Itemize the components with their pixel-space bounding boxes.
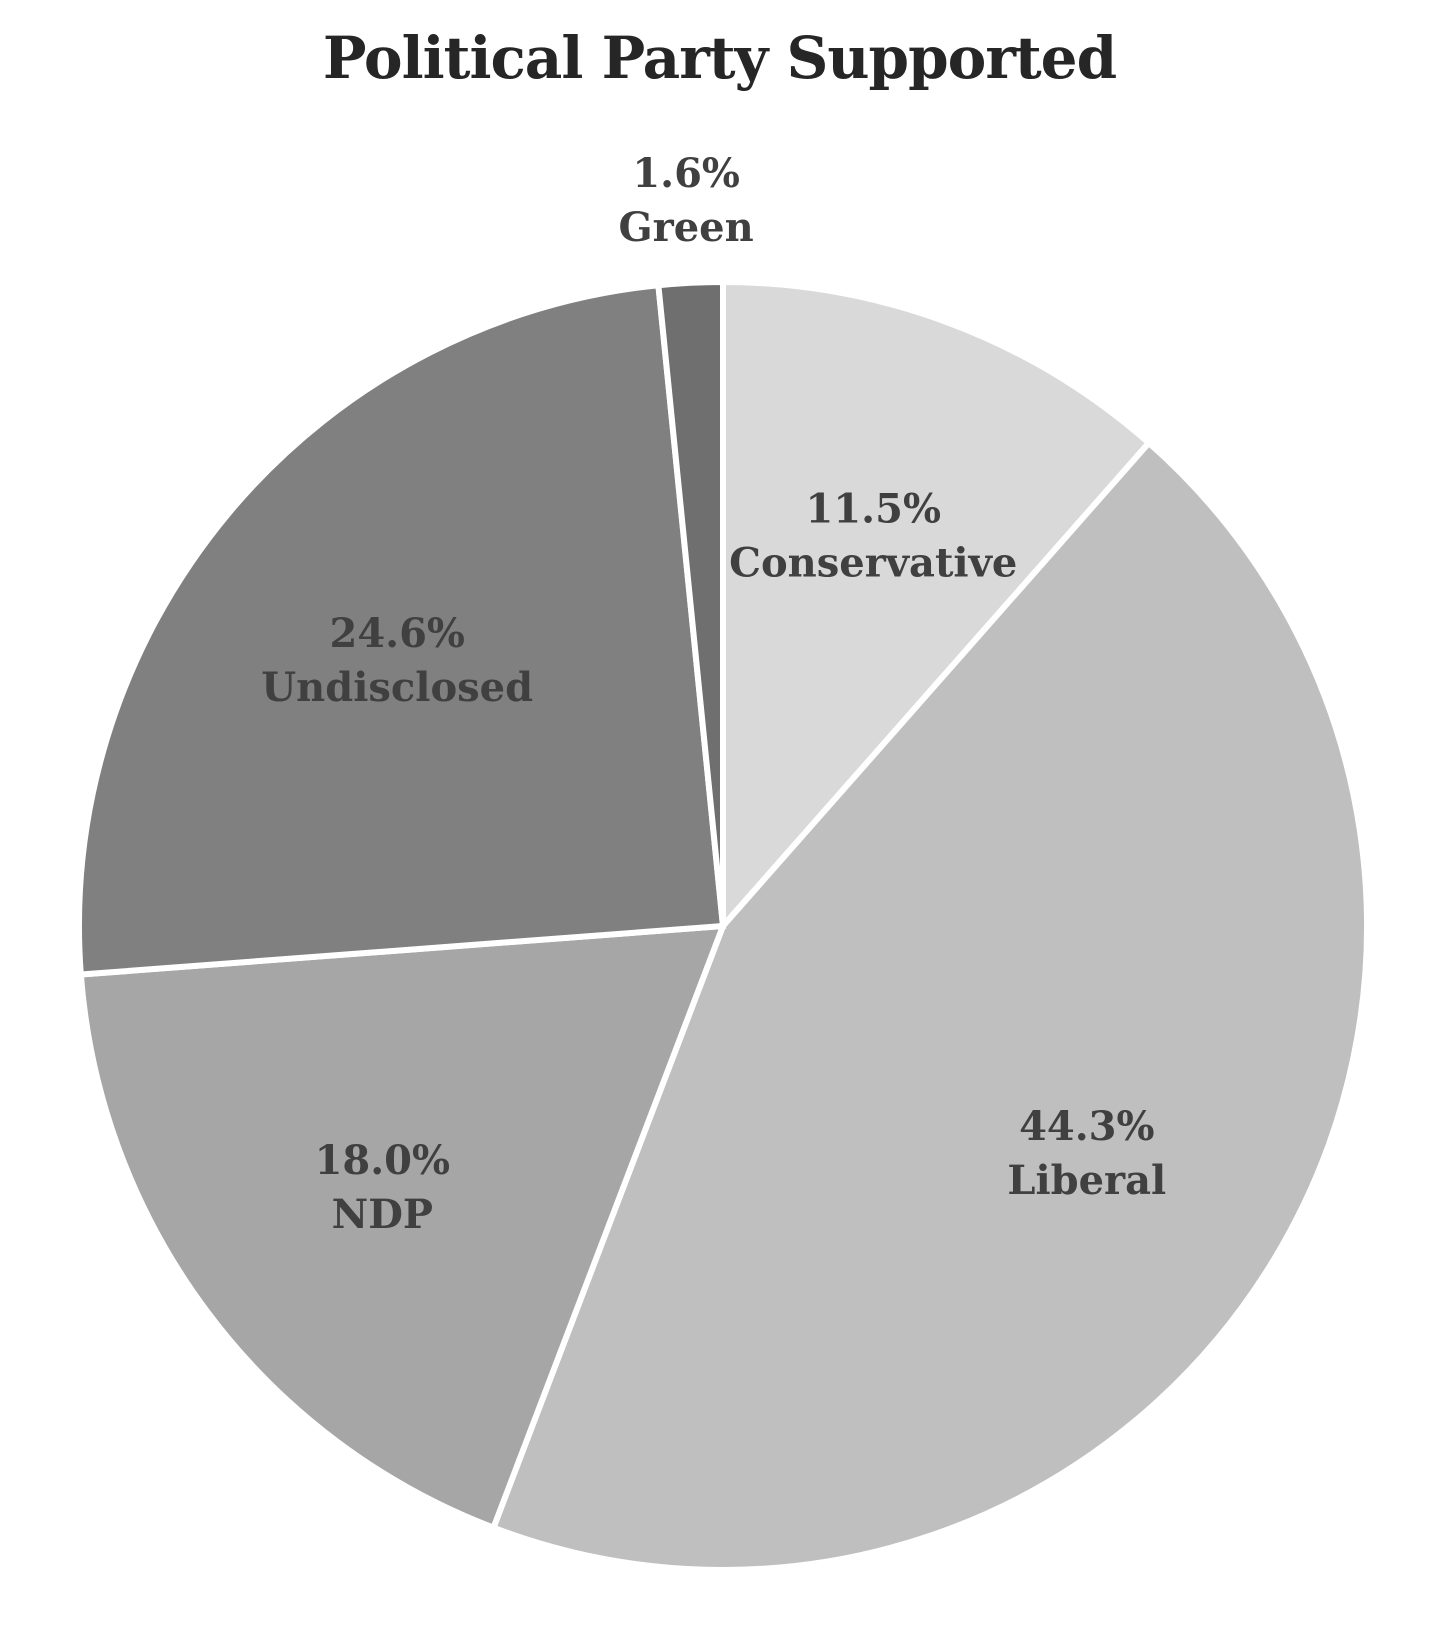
- slice-name-label-undisclosed: Undisclosed: [261, 664, 533, 711]
- slice-name-label-liberal: Liberal: [1007, 1157, 1166, 1204]
- slice-percent-label-ndp: 18.0%: [315, 1137, 450, 1184]
- slice-percent-label-liberal: 44.3%: [1019, 1103, 1154, 1150]
- slice-percent-label-undisclosed: 24.6%: [329, 610, 464, 657]
- slice-name-label-ndp: NDP: [332, 1191, 433, 1238]
- pie-slice-conservative: [720, 278, 1154, 934]
- pie-slice-ndp: [77, 922, 728, 1532]
- pie-slice-green: [655, 278, 726, 927]
- slice-name-label-conservative: Conservative: [729, 539, 1017, 586]
- chart-title: Political Party Supported: [322, 24, 1117, 92]
- slice-percent-label-green: 1.6%: [632, 150, 740, 197]
- pie-slice-undisclosed: [76, 281, 727, 978]
- slice-percent-label-conservative: 11.5%: [806, 485, 941, 532]
- slice-name-label-green: Green: [619, 204, 754, 251]
- pie-slice-liberal: [489, 438, 1370, 1573]
